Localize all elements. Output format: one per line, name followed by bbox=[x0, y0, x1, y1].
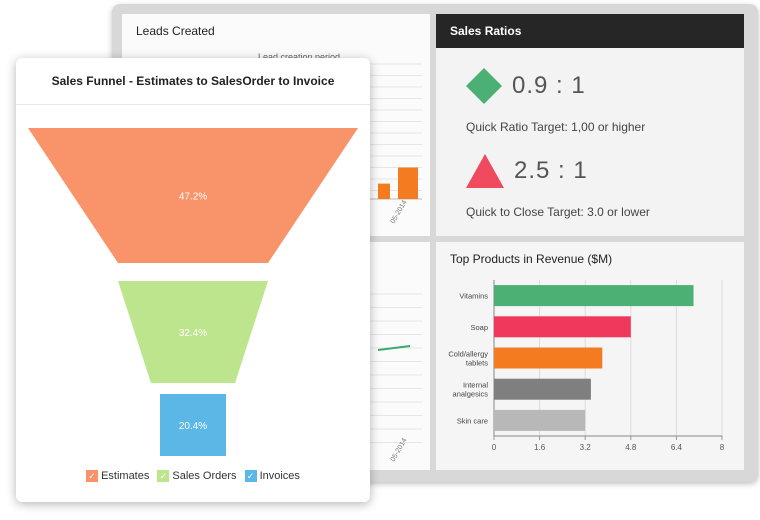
leads-created-chart: 05-2014 bbox=[362, 63, 422, 225]
legend-label: Sales Orders bbox=[172, 470, 237, 482]
funnel-data-label: 20.4% bbox=[179, 421, 207, 432]
leads-bar bbox=[378, 183, 390, 199]
trend-x-tick-label: 05-2014 bbox=[390, 437, 409, 463]
product-bar bbox=[494, 285, 694, 307]
y-tick-label: Skin care bbox=[457, 416, 488, 425]
sales-ratios-panel: Sales Ratios 0.9 : 1 Quick Ratio Target:… bbox=[436, 14, 744, 236]
legend-label: Invoices bbox=[259, 470, 300, 482]
funnel-legend: ✓ Estimates ✓ Sales Orders ✓ Invoices bbox=[16, 470, 370, 482]
checkbox-icon[interactable]: ✓ bbox=[86, 470, 99, 482]
x-tick-label: 3.2 bbox=[580, 443, 592, 452]
y-tick-label: Soap bbox=[470, 323, 488, 332]
product-bar bbox=[494, 316, 631, 338]
triangle-icon bbox=[466, 154, 504, 188]
quick-to-close-target: Quick to Close Target: 3.0 or lower bbox=[466, 205, 650, 219]
trend-chart: 05-2014 bbox=[362, 293, 422, 463]
diamond-shape bbox=[466, 68, 502, 104]
sales-ratios-title: Sales Ratios bbox=[436, 14, 744, 48]
x-tick-label: 0 bbox=[492, 443, 497, 452]
triangle-shape bbox=[466, 154, 504, 188]
x-tick-label: 6.4 bbox=[671, 443, 683, 452]
legend-item-invoices[interactable]: ✓ Invoices bbox=[244, 470, 300, 482]
checkbox-icon[interactable]: ✓ bbox=[244, 470, 257, 482]
trend-line bbox=[377, 345, 411, 351]
leads-created-title: Leads Created bbox=[136, 24, 215, 38]
quick-ratio-target: Quick Ratio Target: 1,00 or higher bbox=[466, 120, 646, 134]
sales-funnel-chart: 47.2% 32.4% 20.4% bbox=[28, 128, 358, 456]
leads-bar bbox=[398, 167, 418, 199]
top-products-panel: Top Products in Revenue ($M) 0 1.6 3.2 4.8 6… bbox=[436, 242, 744, 470]
diamond-icon bbox=[466, 68, 502, 104]
funnel-data-label: 32.4% bbox=[179, 328, 207, 339]
legend-item-estimates[interactable]: ✓ Estimates bbox=[86, 470, 149, 482]
top-products-title: Top Products in Revenue ($M) bbox=[450, 252, 613, 266]
y-tick-label: Cold/allergy bbox=[448, 350, 488, 359]
legend-item-sales-orders[interactable]: ✓ Sales Orders bbox=[157, 470, 237, 482]
y-tick-label: Internal bbox=[463, 381, 488, 390]
product-bar bbox=[494, 347, 603, 369]
product-bar bbox=[494, 409, 586, 431]
leads-x-tick-label: 05-2014 bbox=[390, 199, 409, 225]
y-tick-label: analgesics bbox=[453, 390, 489, 399]
quick-to-close-value: 2.5 : 1 bbox=[514, 157, 588, 184]
checkbox-icon[interactable]: ✓ bbox=[157, 470, 170, 482]
quick-ratio-value: 0.9 : 1 bbox=[512, 72, 586, 99]
funnel-segment bbox=[28, 128, 358, 263]
x-tick-label: 4.8 bbox=[625, 443, 637, 452]
y-tick-label: tablets bbox=[466, 359, 488, 368]
x-tick-label: 1.6 bbox=[534, 443, 546, 452]
funnel-segment bbox=[118, 281, 268, 383]
quick-to-close-row: 2.5 : 1 bbox=[466, 154, 588, 188]
legend-label: Estimates bbox=[101, 470, 150, 482]
quick-ratio-row: 0.9 : 1 bbox=[466, 68, 586, 104]
x-tick-label: 8 bbox=[720, 443, 725, 452]
divider bbox=[16, 104, 370, 105]
sales-funnel-card: Sales Funnel - Estimates to SalesOrder t… bbox=[16, 58, 370, 502]
top-products-chart: 0 1.6 3.2 4.8 6.4 8 Vitamins Soap Cold/allergyta… bbox=[448, 280, 725, 452]
funnel-data-label: 47.2% bbox=[179, 192, 207, 203]
leads-created-subtitle: Lead creation period bbox=[258, 52, 341, 62]
y-tick-label: Vitamins bbox=[459, 292, 488, 301]
sales-funnel-title: Sales Funnel - Estimates to SalesOrder t… bbox=[51, 74, 335, 88]
product-bar bbox=[494, 378, 591, 400]
funnel-segment bbox=[160, 394, 226, 456]
